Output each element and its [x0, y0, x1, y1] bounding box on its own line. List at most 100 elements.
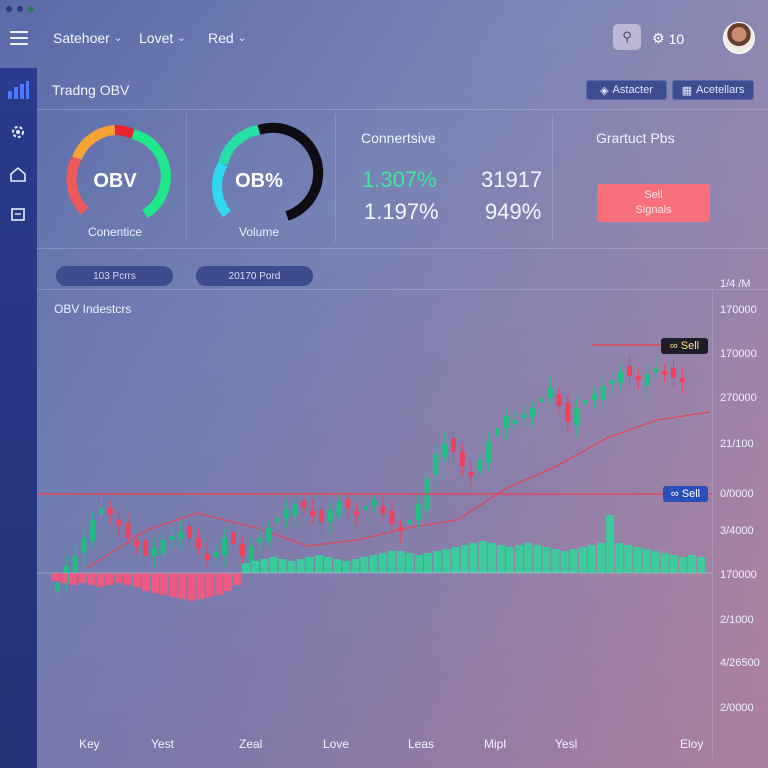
candle — [627, 366, 632, 376]
candle — [292, 504, 298, 516]
sell-tag-upper[interactable]: ∞ Sell — [661, 338, 708, 354]
histogram-bar — [132, 573, 141, 587]
histogram-bar — [451, 547, 460, 573]
histogram-bar — [287, 561, 296, 573]
candle — [600, 386, 606, 400]
histogram-bar — [160, 573, 169, 595]
candle — [266, 528, 272, 541]
y-tick-label: 4/26500 — [720, 657, 760, 669]
candle — [635, 376, 641, 380]
filter-pill-pcrrs[interactable]: 103 Pcrrs — [56, 266, 173, 286]
candle — [618, 372, 624, 383]
histogram-bar — [688, 555, 696, 573]
candle — [459, 452, 465, 466]
candle — [679, 378, 685, 382]
candle — [486, 442, 492, 463]
avatar[interactable] — [723, 22, 755, 54]
astacter-button[interactable]: ◈ Astacter — [586, 80, 667, 100]
window-dot[interactable] — [6, 6, 12, 12]
histogram-bar — [214, 573, 223, 595]
y-tick-label: 3/4000 — [720, 525, 754, 537]
candle — [160, 540, 166, 554]
histogram-bar — [223, 573, 232, 591]
hamburger-menu-icon[interactable] — [10, 31, 28, 45]
nav-item-red[interactable]: Red ⌄ — [208, 30, 246, 46]
histogram-bar — [142, 573, 150, 591]
histogram-bar — [260, 559, 269, 573]
sell-signals-line1: Sell — [644, 189, 663, 201]
histogram-bar — [669, 555, 678, 573]
stat-value: 31917 — [481, 167, 543, 192]
candle — [539, 398, 544, 402]
search-button[interactable]: ⚲ — [613, 24, 641, 50]
histogram-bar — [533, 545, 542, 573]
candle — [495, 428, 500, 436]
candle — [345, 499, 351, 508]
acetellars-button[interactable]: ▦ Acetellars — [672, 80, 754, 100]
top-header: Satehoer ⌄ Lovet ⌄ Red ⌄ ⚲ ⚙ 10 — [0, 18, 768, 58]
candle — [55, 583, 60, 591]
chevron-down-icon: ⌄ — [113, 32, 123, 44]
divider — [37, 248, 768, 249]
home-icon[interactable] — [6, 162, 30, 186]
candle — [503, 416, 509, 428]
chevron-down-icon: ⌄ — [237, 32, 247, 44]
window-dot[interactable] — [28, 6, 34, 12]
candle — [380, 506, 386, 514]
nav-label: Lovet — [139, 30, 174, 46]
histogram-bar — [478, 541, 487, 573]
sell-tag-lower[interactable]: ∞ Sell — [663, 486, 708, 502]
candle — [310, 511, 316, 516]
button-label: Acetellars — [696, 84, 745, 96]
stat-value: 1.307% — [362, 167, 437, 192]
histogram-bar — [123, 573, 132, 585]
candlestick-chart — [37, 344, 712, 601]
candle — [187, 526, 192, 538]
histogram-bar — [578, 547, 587, 573]
pin-icon: ◈ — [600, 84, 609, 97]
candle — [99, 508, 104, 514]
nav-item-satehoer[interactable]: Satehoer ⌄ — [53, 30, 122, 46]
window-dot[interactable] — [17, 6, 23, 12]
histogram-bar — [506, 547, 514, 573]
search-icon: ⚲ — [622, 29, 632, 44]
candle — [583, 400, 588, 404]
bar-chart-icon[interactable] — [6, 78, 30, 102]
link-icon: ∞ — [669, 340, 678, 352]
divider — [37, 289, 768, 290]
nav-label: Red — [208, 30, 234, 46]
candle — [72, 556, 78, 572]
histogram-bar — [442, 549, 451, 573]
histogram-bar — [251, 561, 260, 573]
candle — [565, 403, 571, 422]
sell-signals-button[interactable]: Sell Signals — [597, 184, 710, 222]
histogram-bar — [105, 573, 114, 585]
filter-pill-pord[interactable]: 20170 Pord — [196, 266, 313, 286]
histogram-bar — [433, 551, 442, 573]
candle — [363, 506, 368, 510]
folder-icon[interactable] — [6, 202, 30, 226]
candle — [116, 520, 122, 526]
candle — [389, 511, 395, 524]
divider — [186, 114, 187, 242]
candle — [125, 523, 131, 538]
histogram-bar — [114, 573, 123, 583]
histogram-bar — [269, 557, 278, 573]
notifications-button[interactable]: ⚙ 10 — [652, 30, 684, 47]
histogram-bar — [624, 545, 633, 573]
x-tick-label: Love — [323, 737, 350, 751]
tag-label: Sell — [681, 488, 701, 500]
candle — [213, 552, 219, 557]
candle — [442, 444, 448, 457]
x-tick-label: Zeal — [239, 737, 263, 751]
gear-icon[interactable] — [6, 120, 30, 144]
candle — [169, 536, 175, 540]
histogram-bar — [424, 553, 433, 573]
candle — [151, 548, 157, 556]
histogram-bar — [360, 557, 369, 573]
histogram-bar — [351, 559, 360, 573]
candle — [371, 500, 377, 506]
histogram-bar — [496, 545, 505, 573]
link-icon: ∞ — [670, 488, 679, 500]
nav-item-lovet[interactable]: Lovet ⌄ — [139, 30, 186, 46]
